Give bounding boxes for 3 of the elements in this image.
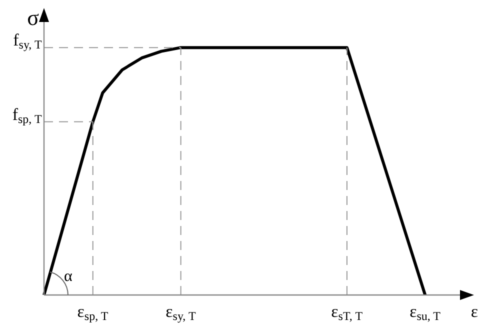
x-axis-title: ε [470, 302, 478, 321]
annotation: α [64, 268, 73, 285]
y-axis-title: σ [27, 4, 40, 30]
